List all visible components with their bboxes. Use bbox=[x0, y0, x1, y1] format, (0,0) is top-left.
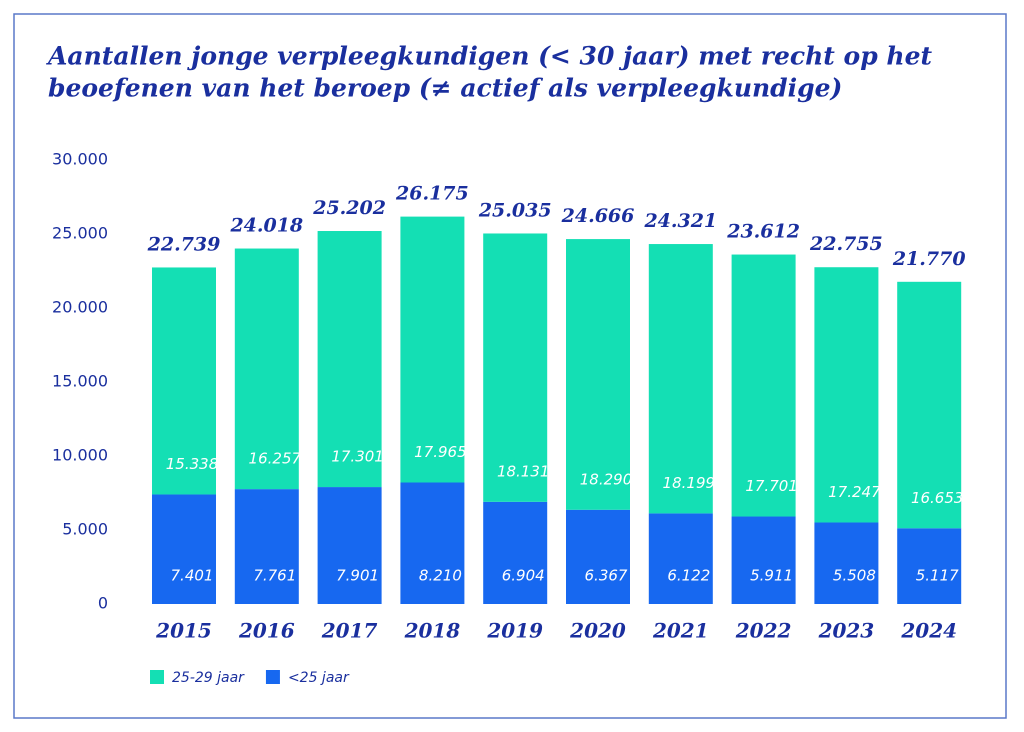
bar-segment bbox=[731, 516, 796, 604]
value-label: 5.911 bbox=[750, 567, 793, 585]
value-label: 17.701 bbox=[745, 477, 798, 495]
value-label: 18.131 bbox=[497, 462, 550, 480]
total-label: 24.321 bbox=[643, 210, 717, 232]
bar-segment bbox=[317, 231, 382, 488]
bar-segment bbox=[317, 487, 382, 604]
bar-segment bbox=[897, 528, 962, 604]
value-label: 6.904 bbox=[502, 567, 545, 585]
legend-swatch bbox=[265, 670, 280, 684]
x-tick-label: 2019 bbox=[486, 619, 543, 643]
y-tick-label: 20.000 bbox=[52, 298, 108, 317]
legend-swatch bbox=[150, 670, 164, 684]
x-tick-label: 2022 bbox=[735, 619, 792, 643]
legend-label: 25-29 jaar bbox=[172, 670, 245, 686]
bar-segment bbox=[400, 216, 465, 483]
value-label: 6.367 bbox=[585, 567, 628, 585]
total-label: 22.739 bbox=[147, 233, 221, 255]
chart-title: beoefenen van het beroep (≠ actief als v… bbox=[48, 74, 842, 103]
bar-segment bbox=[897, 281, 962, 529]
y-tick-label: 5.000 bbox=[62, 520, 108, 539]
value-label: 15.338 bbox=[166, 455, 219, 473]
bar-segment bbox=[814, 267, 879, 523]
y-tick-label: 0 bbox=[98, 594, 108, 613]
value-label: 18.199 bbox=[663, 474, 716, 492]
x-tick-label: 2020 bbox=[569, 619, 626, 643]
total-label: 25.202 bbox=[312, 197, 386, 219]
value-label: 17.965 bbox=[414, 443, 467, 461]
bar-segment bbox=[483, 233, 548, 502]
x-tick-label: 2015 bbox=[155, 619, 212, 643]
value-label: 8.210 bbox=[419, 567, 462, 585]
total-label: 25.035 bbox=[478, 199, 552, 221]
y-tick-label: 15.000 bbox=[52, 372, 108, 391]
value-label: 16.257 bbox=[249, 450, 302, 468]
total-label: 24.666 bbox=[561, 205, 635, 227]
y-tick-label: 25.000 bbox=[52, 224, 108, 243]
total-label: 23.612 bbox=[726, 221, 800, 243]
total-label: 22.755 bbox=[809, 233, 883, 255]
bar-segment bbox=[648, 513, 713, 604]
value-label: 5.117 bbox=[916, 567, 959, 585]
bar-segment bbox=[152, 267, 216, 495]
value-label: 17.301 bbox=[331, 448, 384, 466]
value-label: 16.653 bbox=[911, 489, 964, 507]
value-label: 7.901 bbox=[336, 567, 379, 585]
x-tick-label: 2017 bbox=[321, 619, 378, 643]
bar-segment bbox=[152, 494, 216, 604]
x-tick-label: 2023 bbox=[818, 619, 875, 643]
bar-segment bbox=[234, 248, 299, 490]
x-tick-label: 2018 bbox=[404, 619, 461, 643]
bar-segment bbox=[814, 522, 879, 604]
frame bbox=[13, 13, 1007, 719]
y-tick-label: 10.000 bbox=[52, 446, 108, 465]
bar-segment bbox=[731, 254, 796, 517]
total-label: 26.175 bbox=[395, 183, 469, 205]
total-label: 21.770 bbox=[892, 248, 966, 270]
chart-title: Aantallen jonge verpleegkundigen (< 30 j… bbox=[46, 42, 932, 71]
x-tick-label: 2021 bbox=[652, 619, 709, 643]
value-label: 7.401 bbox=[171, 567, 214, 585]
x-tick-label: 2016 bbox=[238, 619, 295, 643]
bar-segment bbox=[234, 489, 299, 604]
y-tick-label: 30.000 bbox=[52, 150, 108, 169]
value-label: 7.761 bbox=[253, 567, 296, 585]
value-label: 18.290 bbox=[580, 470, 633, 488]
bar-segment bbox=[400, 482, 465, 604]
x-tick-label: 2024 bbox=[900, 619, 957, 643]
legend-label: <25 jaar bbox=[288, 670, 350, 686]
bar-segment bbox=[648, 244, 713, 514]
total-label: 24.018 bbox=[229, 215, 303, 237]
value-label: 5.508 bbox=[833, 567, 876, 585]
value-label: 6.122 bbox=[667, 567, 710, 585]
bar-segment bbox=[566, 239, 630, 510]
bar-segment bbox=[483, 501, 548, 604]
bar-segment bbox=[566, 509, 630, 604]
value-label: 17.247 bbox=[828, 483, 881, 501]
